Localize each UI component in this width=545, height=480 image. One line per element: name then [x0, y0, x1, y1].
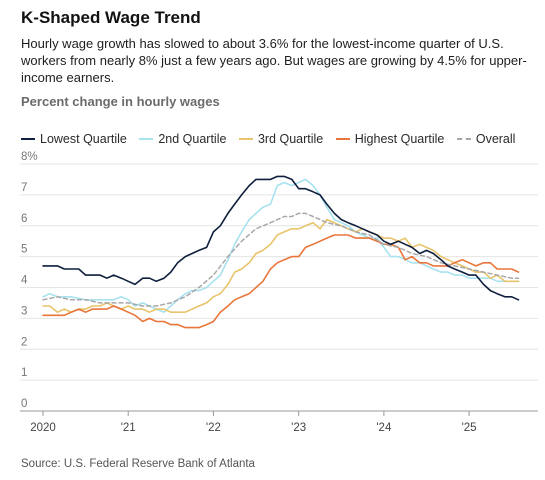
x-tick-label: 2020: [30, 422, 56, 434]
legend-label: Highest Quartile: [354, 132, 445, 146]
y-tick-label: 3: [21, 305, 27, 317]
legend-swatch: [335, 138, 350, 140]
legend-item-2nd-quartile: 2nd Quartile: [139, 132, 226, 146]
y-tick-label: 2: [21, 336, 27, 348]
legend-label: 2nd Quartile: [158, 132, 227, 146]
chart-subtitle: Hourly wage growth has slowed to about 3…: [21, 36, 527, 85]
y-tick-label: 8%: [21, 151, 38, 163]
y-tick-label: 6: [21, 213, 27, 225]
series-line-3rd-quartile: [42, 218, 520, 313]
legend-item-overall: Overall: [456, 132, 516, 146]
y-tick-label: 7: [21, 182, 27, 194]
y-axis-description: Percent change in hourly wages: [21, 94, 220, 109]
x-tick-label: '22: [206, 422, 221, 434]
legend-item-3rd-quartile: 3rd Quartile: [238, 132, 324, 146]
legend-label: Lowest Quartile: [40, 132, 127, 146]
series-lines: [42, 175, 520, 329]
series-line-highest-quartile: [42, 234, 520, 329]
legend-label: Overall: [475, 132, 516, 146]
gridlines: [20, 163, 538, 412]
y-tick-label: 0: [21, 398, 27, 410]
x-tick-label: '25: [462, 422, 477, 434]
y-tick-label: 4: [21, 275, 28, 287]
legend-swatch: [238, 138, 253, 140]
y-axis-ticks: 0 1 2 3 4 5 6 7 8%: [21, 151, 38, 410]
legend-label: 3rd Quartile: [257, 132, 324, 146]
series-line-2nd-quartile: [42, 178, 520, 313]
legend-swatch: [139, 138, 154, 140]
line-chart: 0 1 2 3 4 5 6 7 8% 2020 '21 '22 '23 '24 '25: [20, 151, 538, 434]
x-axis-ticks: 2020 '21 '22 '23 '24 '25: [30, 411, 477, 434]
legend: Lowest Quartile 2nd Quartile 3rd Quartil…: [21, 129, 524, 146]
legend-item-lowest-quartile: Lowest Quartile: [21, 132, 127, 146]
legend-item-highest-quartile: Highest Quartile: [335, 132, 445, 146]
series-line-overall: [42, 212, 520, 307]
legend-swatch: [456, 138, 471, 140]
y-tick-label: 5: [21, 244, 27, 256]
x-tick-label: '23: [291, 422, 306, 434]
chart-title: K-Shaped Wage Trend: [21, 8, 201, 27]
source-note: Source: U.S. Federal Reserve Bank of Atl…: [21, 458, 255, 470]
x-tick-label: '24: [376, 422, 392, 434]
y-tick-label: 1: [21, 367, 27, 379]
legend-swatch: [21, 138, 35, 140]
series-line-lowest-quartile: [42, 175, 520, 301]
x-tick-label: '21: [121, 422, 136, 434]
